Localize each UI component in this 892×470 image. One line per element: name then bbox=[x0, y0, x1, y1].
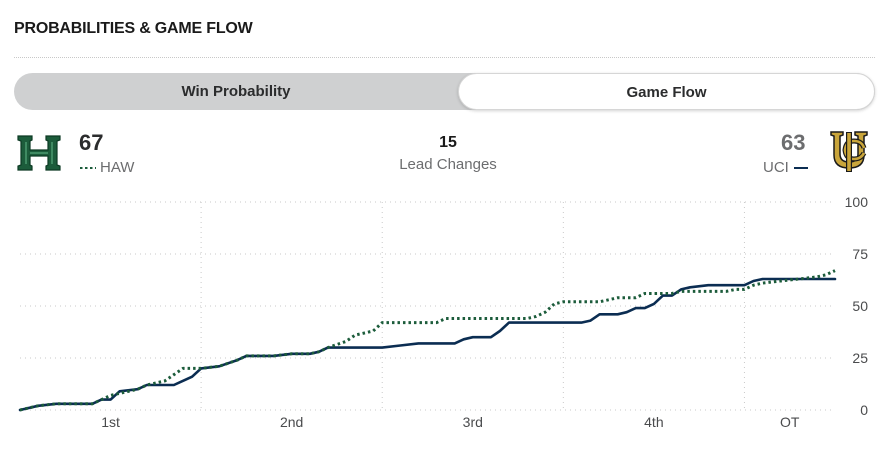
x-period-label: 2nd bbox=[280, 414, 303, 430]
y-tick-label: 75 bbox=[852, 246, 868, 262]
chart-type-toggle: Win Probability Game Flow bbox=[14, 73, 875, 110]
series-line-haw bbox=[19, 269, 836, 412]
lead-changes-count: 15 bbox=[439, 134, 457, 151]
y-tick-label: 100 bbox=[845, 194, 869, 210]
uci-legend-line-icon bbox=[794, 167, 808, 169]
lead-changes-label: Lead Changes bbox=[399, 156, 497, 173]
x-period-label: OT bbox=[780, 414, 800, 430]
x-period-label: 4th bbox=[644, 414, 663, 430]
y-tick-label: 0 bbox=[860, 402, 868, 418]
game-flow-chart: 0 25 50 75 100 1st 2nd 3rd 4th OT bbox=[18, 194, 869, 430]
uci-score: 63 bbox=[781, 130, 806, 155]
haw-abbr: HAW bbox=[100, 159, 135, 176]
lead-changes: 15 Lead Changes bbox=[348, 134, 548, 173]
haw-logo-icon[interactable] bbox=[16, 133, 62, 173]
series-line-uci bbox=[18, 277, 837, 412]
haw-legend-dash-icon bbox=[80, 167, 96, 169]
haw-score: 67 bbox=[79, 130, 104, 155]
section-title: PROBABILITIES & GAME FLOW bbox=[14, 20, 253, 37]
uci-logo-icon[interactable] bbox=[826, 128, 872, 176]
game-flow-tab[interactable]: Game Flow bbox=[458, 73, 875, 110]
win-probability-tab[interactable]: Win Probability bbox=[181, 83, 291, 100]
title-divider bbox=[14, 57, 875, 58]
uci-abbr: UCI bbox=[763, 159, 789, 176]
x-period-label: 1st bbox=[101, 414, 120, 430]
y-tick-label: 50 bbox=[852, 298, 868, 314]
y-tick-label: 25 bbox=[852, 350, 868, 366]
x-period-label: 3rd bbox=[463, 414, 483, 430]
